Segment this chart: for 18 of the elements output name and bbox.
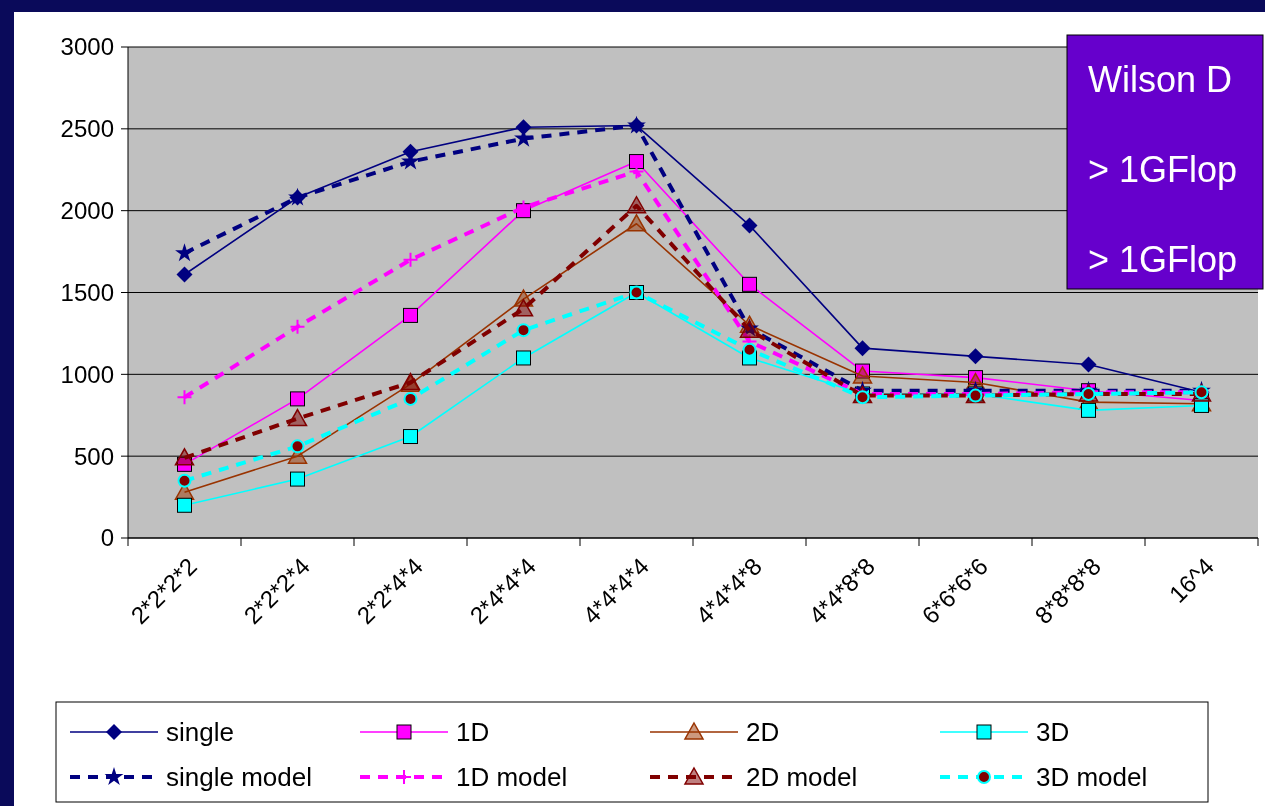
annotation: > 1GFlop — [1088, 149, 1238, 190]
legend-label: 2D — [746, 717, 780, 748]
y-tick-label: 0 — [100, 524, 114, 552]
legend-label: 2D model — [746, 762, 858, 793]
annotation: > 1GFlop — [1088, 239, 1238, 280]
legend-label: 3D — [1036, 717, 1070, 748]
legend-label: 1D — [456, 717, 490, 748]
y-tick-label: 2500 — [60, 115, 114, 143]
annotation: Wilson D — [1088, 59, 1233, 100]
legend-label: single model — [166, 762, 312, 793]
y-tick-label: 2000 — [60, 197, 114, 225]
y-tick-label: 500 — [73, 442, 114, 470]
legend-label: 3D model — [1036, 762, 1148, 793]
y-tick-label: 1500 — [60, 278, 114, 306]
legend-label: 1D model — [456, 762, 568, 793]
y-tick-label: 3000 — [60, 33, 114, 61]
legend-label: single — [166, 717, 234, 748]
y-tick-label: 1000 — [60, 360, 114, 388]
